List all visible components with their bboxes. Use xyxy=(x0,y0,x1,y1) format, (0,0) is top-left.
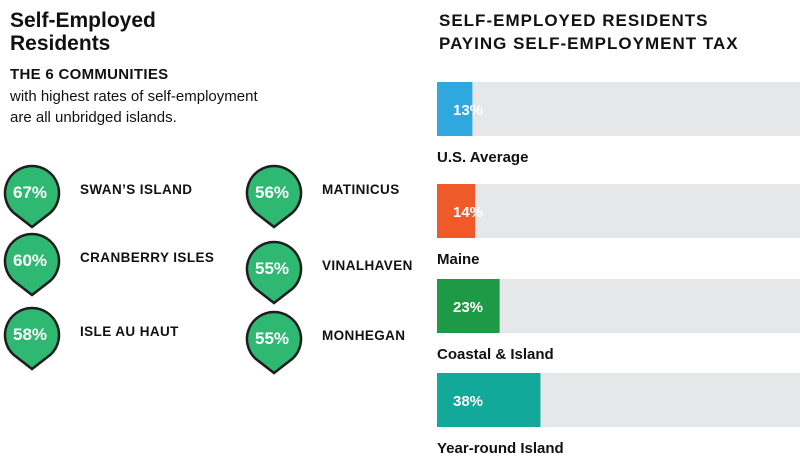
communities-panel: Self-Employed Residents THE 6 COMMUNITIE… xyxy=(3,9,413,375)
community-name: MONHEGAN xyxy=(322,328,406,343)
chart-title-line-2: PAYING SELF-EMPLOYMENT TAX xyxy=(439,34,739,53)
chart-title-line-1: SELF-EMPLOYED RESIDENTS xyxy=(439,11,709,30)
bar xyxy=(437,279,500,333)
community-name: SWAN’S ISLAND xyxy=(80,182,193,197)
panel-description-line-2: are all unbridged islands. xyxy=(10,109,177,126)
bar-track xyxy=(437,82,800,136)
community-name: VINALHAVEN xyxy=(322,258,413,273)
bar xyxy=(437,373,541,427)
map-pin-icon xyxy=(245,240,303,305)
category-label: U.S. Average xyxy=(437,149,528,166)
community-percent: 56% xyxy=(254,183,290,202)
bar xyxy=(437,82,473,136)
panel-title-line-2: Residents xyxy=(10,32,111,55)
community-name: MATINICUS xyxy=(322,182,400,197)
map-pin-icon xyxy=(245,164,303,229)
bar-value-label: 14% xyxy=(453,204,483,221)
map-pin-icon xyxy=(3,164,61,229)
community-percent: 58% xyxy=(12,325,48,344)
community-percent: 60% xyxy=(12,251,48,270)
category-label: Year-round Island xyxy=(437,440,564,457)
bar-value-label: 23% xyxy=(453,299,483,316)
bar-track xyxy=(437,184,800,238)
panel-subheading: THE 6 COMMUNITIES xyxy=(10,66,169,83)
community-percent: 55% xyxy=(254,329,290,348)
panel-description: with highest rates of self-employment ar… xyxy=(10,86,320,128)
map-pin-icon xyxy=(3,232,61,297)
community-percent: 55% xyxy=(254,259,290,278)
panel-title-line-1: Self-Employed xyxy=(10,9,156,32)
community-name: ISLE AU HAUT xyxy=(80,324,179,339)
panel-title: Self-Employed Residents xyxy=(10,9,210,55)
tax-chart-panel: SELF-EMPLOYED RESIDENTS PAYING SELF-EMPL… xyxy=(425,0,800,463)
bar-value-label: 13% xyxy=(453,102,483,119)
map-pin-icon xyxy=(3,306,61,371)
category-label: Maine xyxy=(437,251,480,268)
bar xyxy=(437,184,476,238)
community-percent: 67% xyxy=(12,183,48,202)
category-label: Coastal & Island xyxy=(437,346,554,363)
panel-description-line-1: with highest rates of self-employment xyxy=(10,88,258,105)
map-pin-icon xyxy=(245,310,303,375)
bar-chart: 13% U.S. Average 14% Maine 23% Coastal & Isla… xyxy=(437,82,800,457)
chart-title: SELF-EMPLOYED RESIDENTS PAYING SELF-EMPL… xyxy=(439,9,789,55)
bar-value-label: 38% xyxy=(453,393,483,410)
community-name: CRANBERRY ISLES xyxy=(80,250,215,265)
